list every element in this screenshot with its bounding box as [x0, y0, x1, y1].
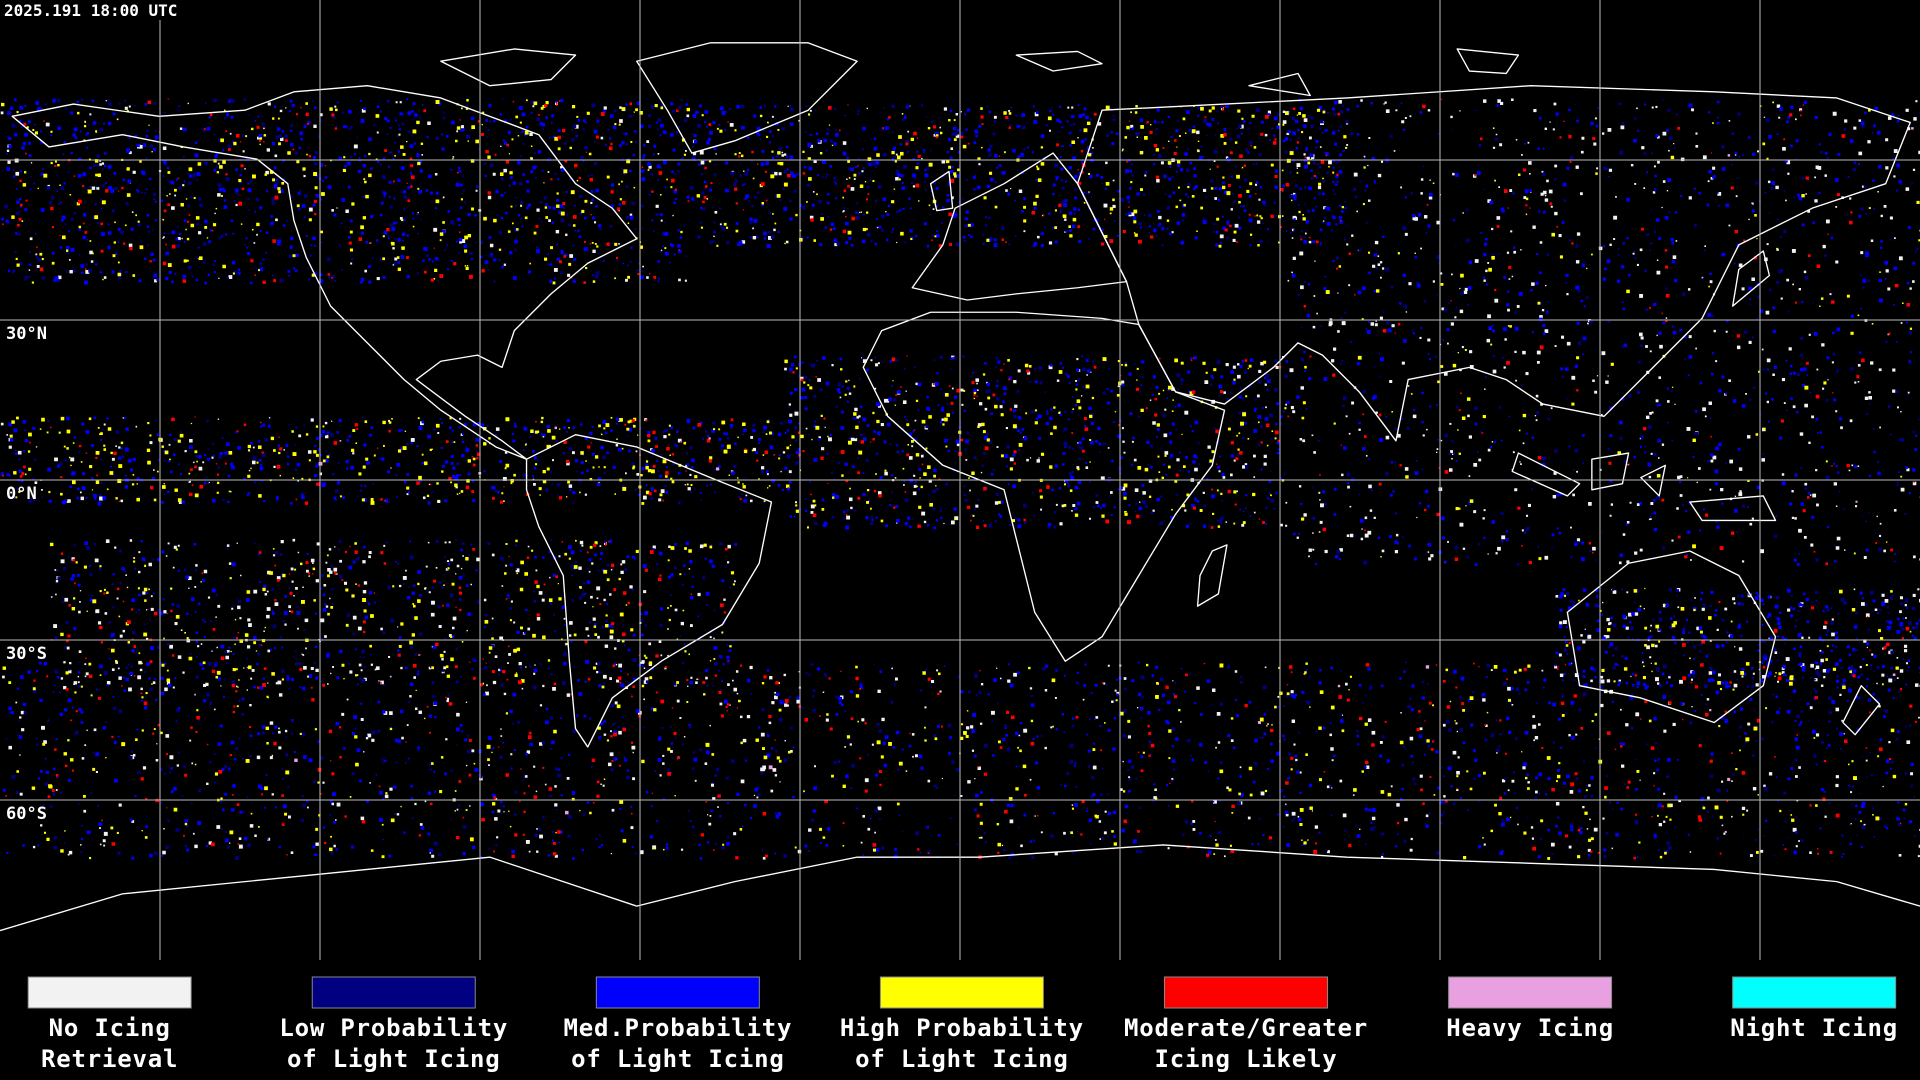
legend-swatch — [27, 976, 192, 1009]
asia — [1076, 85, 1911, 442]
greenland — [636, 42, 858, 154]
legend-swatch — [1448, 976, 1613, 1009]
legend-label: Night Icing — [1730, 1014, 1898, 1042]
africa — [862, 311, 1226, 662]
lat-label: 0°N — [6, 484, 37, 504]
icing-pixels — [1, 98, 1919, 860]
japan — [1731, 250, 1771, 307]
legend-label: Med.Probability — [563, 1014, 792, 1042]
graticule — [0, 0, 1920, 960]
legend-swatch — [595, 976, 760, 1009]
legend: No Icing Retrieval Low Probability of Light… — [27, 976, 1898, 1073]
legend-swatch — [879, 976, 1044, 1009]
stamp-bg — [0, 0, 230, 20]
legend-label: Retrieval — [41, 1045, 178, 1073]
australia — [1566, 550, 1777, 724]
arctic-islands — [440, 48, 1520, 97]
madagascar — [1196, 544, 1228, 607]
icing-field — [0, 98, 1920, 860]
antarctica — [0, 844, 1920, 932]
legend-swatch — [311, 976, 476, 1009]
legend-label: Heavy Icing — [1446, 1014, 1614, 1042]
legend-label: No Icing — [49, 1014, 171, 1042]
south-america — [525, 434, 773, 748]
timestamp: 2025.191 18:00 UTC — [4, 1, 177, 20]
legend-swatch — [1732, 976, 1897, 1009]
lat-label: 30°S — [6, 644, 47, 664]
lat-label: 60°S — [6, 804, 47, 824]
legend-label: Low Probability — [279, 1014, 508, 1042]
coastlines — [0, 42, 1920, 932]
new-zealand — [1842, 685, 1881, 736]
legend-label: High Probability — [840, 1014, 1084, 1042]
legend-label: Moderate/Greater — [1124, 1014, 1368, 1042]
north-america — [11, 85, 638, 460]
legend-swatch — [1163, 976, 1328, 1009]
legend-label: Icing Likely — [1154, 1045, 1337, 1073]
lat-label: 30°N — [6, 324, 47, 344]
legend-label: of Light Icing — [855, 1045, 1069, 1073]
maritime-continent — [1511, 452, 1777, 522]
legend-label: of Light Icing — [571, 1045, 785, 1073]
legend-label: of Light Icing — [287, 1045, 501, 1073]
